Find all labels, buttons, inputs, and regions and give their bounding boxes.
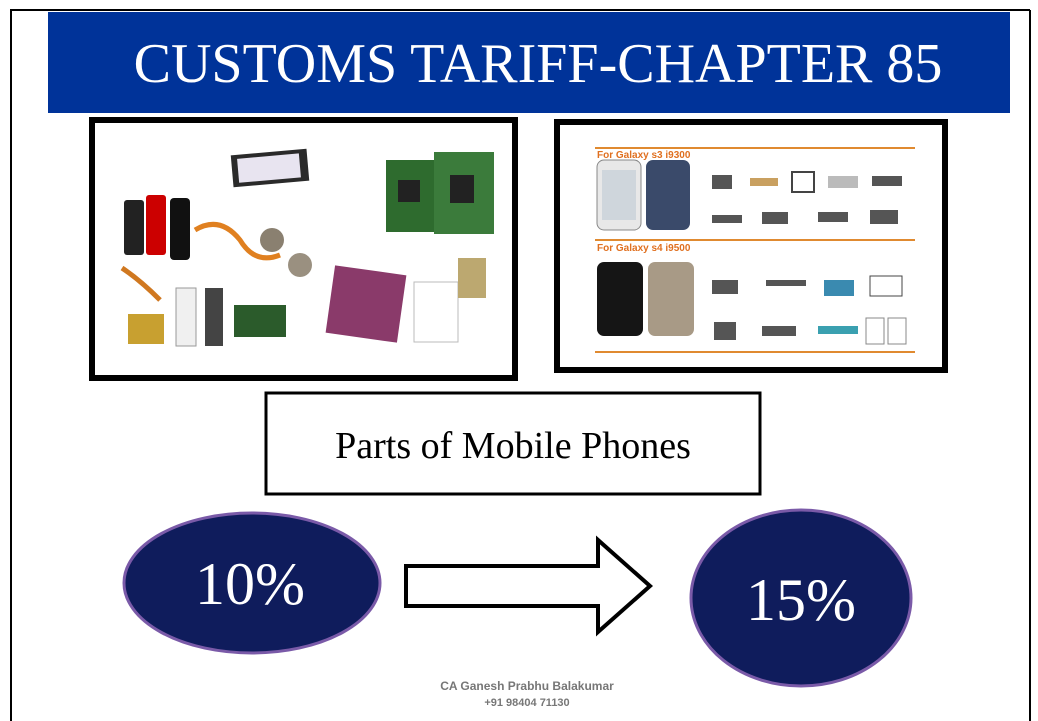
photo-right: For Galaxy s3 i9300 For Galaxy s4 i9500 (554, 119, 948, 373)
title: CUSTOMS TARIFF-CHAPTER 85 (134, 33, 943, 95)
photo-left (89, 117, 518, 381)
label-box (264, 391, 762, 496)
rate-from-text: 10% (195, 551, 305, 617)
caption: For Galaxy s3 i9300 (597, 150, 691, 161)
slide-frame (10, 9, 1031, 721)
rate-to (689, 508, 913, 688)
rate-to-text: 15% (746, 567, 856, 633)
title-bar (48, 12, 1010, 113)
caption: For Galaxy s4 i9500 (597, 243, 691, 254)
footer-author: CA Ganesh Prabhu Balakumar (440, 679, 614, 693)
arrow (404, 535, 654, 637)
label: Parts of Mobile Phones (335, 425, 691, 467)
rate-from (122, 511, 382, 655)
footer-phone: +91 98404 71130 (484, 697, 569, 709)
